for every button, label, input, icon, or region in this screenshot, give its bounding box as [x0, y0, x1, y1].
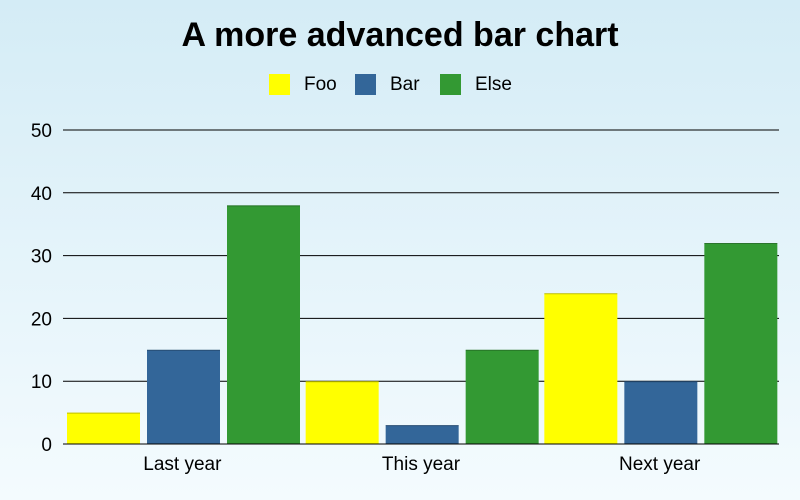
chart-title: A more advanced bar chart: [181, 16, 618, 54]
bar-else-last-year: [227, 205, 300, 444]
y-axis: 0 10 20 30 40 50: [31, 121, 52, 456]
y-tick-label-40: 40: [31, 184, 52, 205]
legend-swatch-else: [440, 74, 461, 95]
bar-foo-next-year: [544, 293, 618, 444]
legend-label-foo: Foo: [304, 74, 337, 95]
bar-foo-this-year: [305, 381, 379, 444]
x-axis: Last year This year Next year: [63, 443, 779, 475]
y-tick-label-30: 30: [31, 247, 52, 268]
legend-swatch-foo: [269, 74, 290, 95]
x-tick-label-next-year: Next year: [619, 454, 701, 475]
legend-label-else: Else: [475, 74, 512, 95]
y-tick-label-20: 20: [31, 309, 52, 330]
bar-else-next-year: [704, 243, 778, 444]
legend: Foo Bar Else: [269, 74, 512, 95]
bar-bar-next-year: [624, 381, 698, 444]
legend-label-bar: Bar: [390, 74, 420, 95]
bar-foo-last-year: [67, 412, 140, 444]
bar-bar-this-year: [385, 425, 459, 444]
x-tick-label-this-year: This year: [382, 454, 461, 475]
y-tick-label-50: 50: [31, 121, 52, 142]
legend-swatch-bar: [355, 74, 376, 95]
bar-bar-last-year: [147, 349, 220, 444]
y-tick-label-0: 0: [41, 435, 52, 456]
x-tick-label-last-year: Last year: [143, 454, 222, 475]
y-tick-label-10: 10: [31, 372, 52, 393]
bar-else-this-year: [465, 349, 539, 444]
bars: [67, 205, 778, 444]
